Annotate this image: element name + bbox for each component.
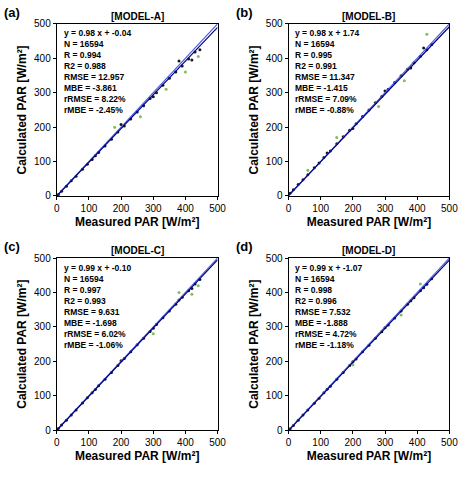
svg-text:200: 200 bbox=[345, 437, 362, 448]
svg-text:100: 100 bbox=[266, 390, 283, 401]
svg-text:400: 400 bbox=[266, 287, 283, 298]
svg-text:Calculated PAR [W/m²]: Calculated PAR [W/m²] bbox=[247, 45, 261, 174]
svg-text:500: 500 bbox=[209, 437, 226, 448]
svg-text:Measured PAR [W/m²]: Measured PAR [W/m²] bbox=[307, 449, 431, 463]
svg-text:400: 400 bbox=[177, 203, 194, 214]
svg-text:400: 400 bbox=[34, 53, 51, 64]
svg-text:y = 0.99 x + -1.07N = 16594R =: y = 0.99 x + -1.07N = 16594R = 0.998R2 =… bbox=[295, 263, 362, 350]
svg-text:Measured PAR [W/m²]: Measured PAR [W/m²] bbox=[307, 215, 431, 229]
svg-text:100: 100 bbox=[34, 156, 51, 167]
svg-text:Measured PAR [W/m²]: Measured PAR [W/m²] bbox=[75, 215, 199, 229]
svg-text:100: 100 bbox=[266, 156, 283, 167]
svg-text:Calculated PAR [W/m²]: Calculated PAR [W/m²] bbox=[247, 280, 261, 409]
svg-text:[MODEL-D]: [MODEL-D] bbox=[342, 245, 395, 256]
svg-text:200: 200 bbox=[34, 122, 51, 133]
svg-text:500: 500 bbox=[441, 437, 458, 448]
svg-text:200: 200 bbox=[266, 122, 283, 133]
svg-text:y = 0.98 x + 1.74N = 16594R =: y = 0.98 x + 1.74N = 16594R = 0.995R2 = … bbox=[295, 28, 360, 115]
svg-text:Calculated PAR [W/m²]: Calculated PAR [W/m²] bbox=[15, 280, 29, 409]
svg-text:100: 100 bbox=[312, 437, 329, 448]
svg-text:400: 400 bbox=[266, 53, 283, 64]
svg-text:500: 500 bbox=[34, 253, 51, 264]
svg-text:200: 200 bbox=[266, 356, 283, 367]
svg-text:0: 0 bbox=[54, 437, 60, 448]
svg-text:300: 300 bbox=[266, 321, 283, 332]
svg-text:300: 300 bbox=[145, 437, 162, 448]
svg-text:y = 0.99 x + -0.10N = 16594R =: y = 0.99 x + -0.10N = 16594R = 0.997R2 =… bbox=[64, 263, 131, 350]
svg-text:Calculated PAR [W/m²]: Calculated PAR [W/m²] bbox=[15, 45, 29, 174]
svg-text:200: 200 bbox=[345, 203, 362, 214]
svg-text:(c): (c) bbox=[4, 239, 20, 254]
svg-text:500: 500 bbox=[34, 18, 51, 29]
svg-text:0: 0 bbox=[277, 425, 283, 436]
svg-text:(a): (a) bbox=[4, 5, 20, 20]
svg-text:400: 400 bbox=[409, 203, 426, 214]
svg-text:300: 300 bbox=[266, 87, 283, 98]
svg-text:500: 500 bbox=[266, 18, 283, 29]
svg-text:200: 200 bbox=[113, 437, 130, 448]
svg-text:(d): (d) bbox=[236, 239, 253, 254]
svg-text:0: 0 bbox=[45, 425, 51, 436]
svg-text:500: 500 bbox=[266, 253, 283, 264]
svg-text:(b): (b) bbox=[236, 5, 253, 20]
svg-text:100: 100 bbox=[81, 437, 98, 448]
svg-text:100: 100 bbox=[34, 390, 51, 401]
svg-text:y = 0.98 x + -0.04N = 16594R =: y = 0.98 x + -0.04N = 16594R = 0.994R2 =… bbox=[64, 28, 131, 115]
svg-text:200: 200 bbox=[34, 356, 51, 367]
svg-text:400: 400 bbox=[34, 287, 51, 298]
svg-text:Measured PAR [W/m²]: Measured PAR [W/m²] bbox=[75, 449, 199, 463]
svg-text:100: 100 bbox=[312, 203, 329, 214]
svg-text:0: 0 bbox=[277, 190, 283, 201]
svg-text:0: 0 bbox=[286, 203, 292, 214]
svg-text:300: 300 bbox=[377, 437, 394, 448]
svg-text:200: 200 bbox=[113, 203, 130, 214]
svg-text:500: 500 bbox=[441, 203, 458, 214]
svg-text:0: 0 bbox=[286, 437, 292, 448]
svg-text:0: 0 bbox=[54, 203, 60, 214]
svg-text:300: 300 bbox=[377, 203, 394, 214]
svg-text:100: 100 bbox=[81, 203, 98, 214]
svg-text:500: 500 bbox=[209, 203, 226, 214]
svg-text:300: 300 bbox=[145, 203, 162, 214]
svg-text:300: 300 bbox=[34, 321, 51, 332]
svg-text:[MODEL-C]: [MODEL-C] bbox=[111, 245, 164, 256]
svg-text:400: 400 bbox=[177, 437, 194, 448]
svg-text:0: 0 bbox=[45, 190, 51, 201]
svg-text:[MODEL-A]: [MODEL-A] bbox=[111, 11, 164, 22]
svg-text:[MODEL-B]: [MODEL-B] bbox=[342, 11, 395, 22]
svg-text:400: 400 bbox=[409, 437, 426, 448]
svg-text:300: 300 bbox=[34, 87, 51, 98]
